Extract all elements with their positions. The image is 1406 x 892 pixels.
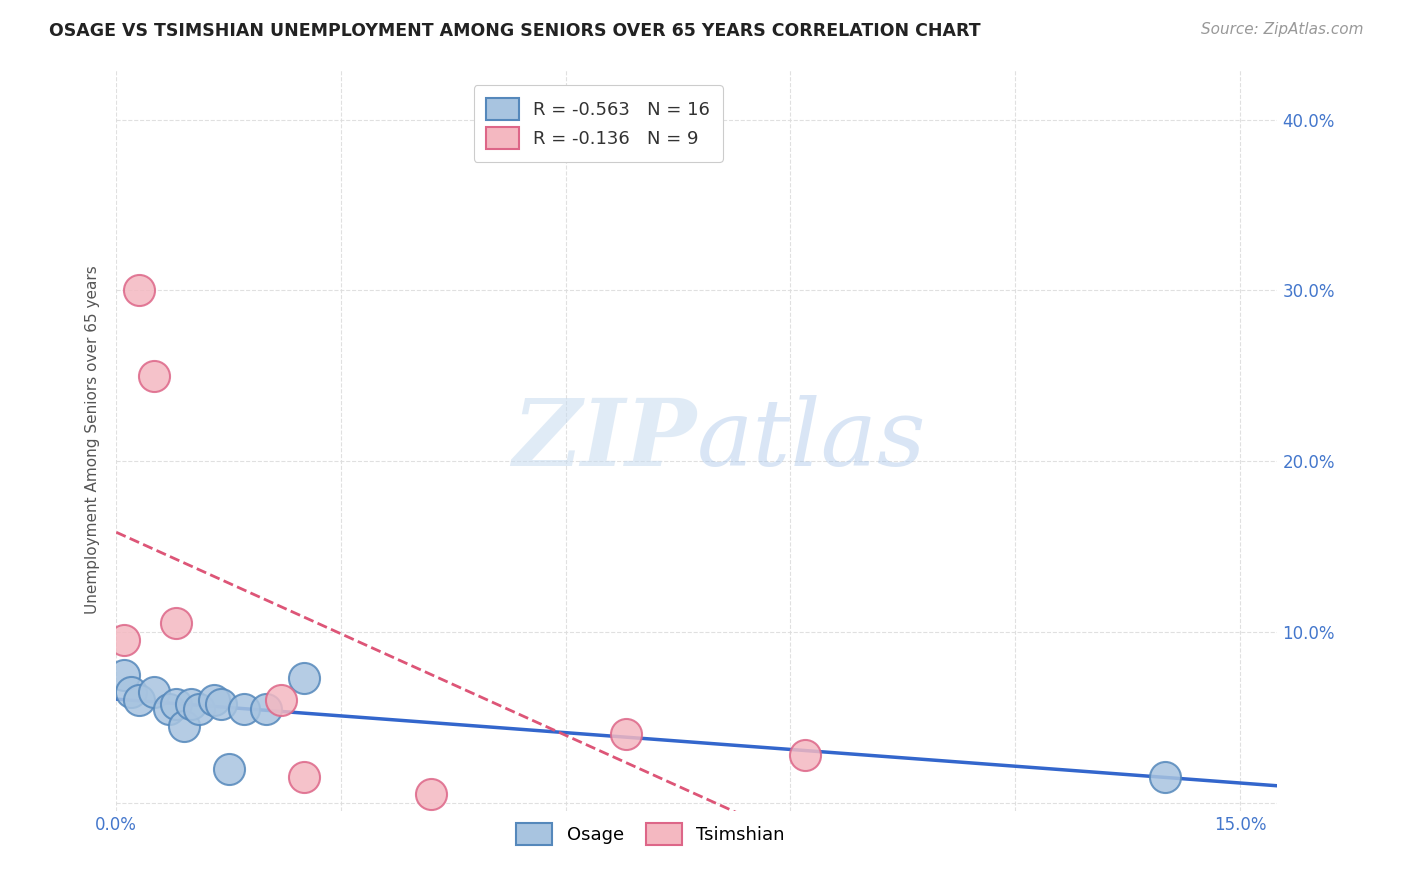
Point: [120, 684, 142, 698]
Point: [794, 747, 817, 762]
Text: atlas: atlas: [697, 395, 927, 485]
Text: Source: ZipAtlas.com: Source: ZipAtlas.com: [1201, 22, 1364, 37]
Point: [165, 616, 187, 631]
Point: [128, 284, 150, 298]
Text: OSAGE VS TSIMSHIAN UNEMPLOYMENT AMONG SENIORS OVER 65 YEARS CORRELATION CHART: OSAGE VS TSIMSHIAN UNEMPLOYMENT AMONG SE…: [49, 22, 981, 40]
Point: [292, 671, 315, 685]
Point: [142, 368, 165, 383]
Text: ZIP: ZIP: [513, 395, 697, 485]
Point: [180, 697, 202, 711]
Point: [614, 727, 637, 741]
Point: [232, 702, 254, 716]
Point: [112, 667, 135, 681]
Point: [292, 770, 315, 784]
Point: [128, 693, 150, 707]
Point: [142, 684, 165, 698]
Point: [173, 719, 195, 733]
Legend: Osage, Tsimshian: Osage, Tsimshian: [508, 814, 793, 855]
Y-axis label: Unemployment Among Seniors over 65 years: Unemployment Among Seniors over 65 years: [86, 266, 100, 615]
Point: [270, 693, 292, 707]
Point: [1154, 770, 1177, 784]
Point: [187, 702, 209, 716]
Point: [218, 762, 240, 776]
Point: [112, 633, 135, 648]
Point: [165, 697, 187, 711]
Point: [209, 697, 232, 711]
Point: [202, 693, 225, 707]
Point: [157, 702, 180, 716]
Point: [254, 702, 277, 716]
Point: [419, 787, 441, 801]
